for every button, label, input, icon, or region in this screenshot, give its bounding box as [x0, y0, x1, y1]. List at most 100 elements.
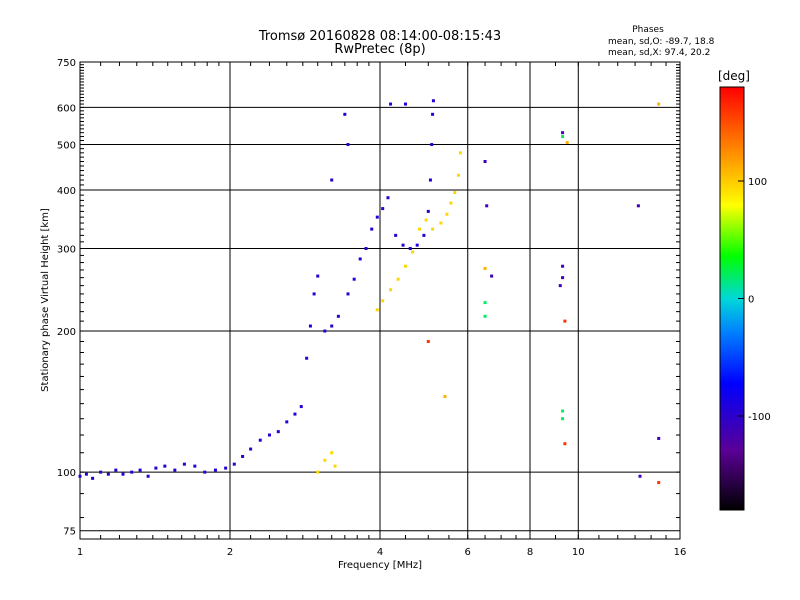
data-point: [431, 112, 435, 116]
data-point: [276, 430, 280, 434]
data-point: [445, 212, 449, 216]
data-point: [241, 454, 245, 458]
data-point: [130, 470, 134, 474]
x-axis-ticks: 1 2 4 6 8 10 16: [77, 547, 687, 558]
data-point: [193, 464, 197, 468]
data-point: [173, 468, 177, 472]
data-point: [163, 464, 167, 468]
data-point: [430, 143, 434, 147]
data-point: [439, 221, 443, 225]
data-point: [336, 314, 340, 318]
data-point: [346, 292, 350, 296]
data-point: [408, 247, 412, 251]
data-point: [483, 314, 487, 318]
x-tick-label: 4: [377, 547, 383, 558]
y-axis-ticks: 75 100 200 300 400 500 600 750: [57, 58, 76, 538]
data-point: [490, 274, 494, 278]
data-point: [138, 468, 142, 472]
data-point: [312, 292, 316, 296]
data-point: [443, 395, 447, 399]
data-point: [323, 458, 327, 462]
data-point: [99, 470, 103, 474]
data-point: [657, 102, 661, 106]
colorbar-ticks: 100 0 -100: [738, 177, 771, 423]
x-tick-label: 2: [227, 547, 233, 558]
data-point: [636, 204, 640, 208]
stats-line-o: mean, sd,O: -89.7, 18.8: [608, 37, 715, 47]
data-point: [213, 468, 217, 472]
data-point: [657, 481, 661, 485]
data-point: [84, 472, 88, 476]
data-point: [78, 474, 82, 478]
data-point: [381, 207, 385, 211]
data-points: [78, 99, 661, 485]
data-point: [431, 99, 435, 103]
y-tick-label: 400: [57, 186, 76, 197]
data-point: [146, 474, 150, 478]
data-point: [224, 466, 228, 470]
data-point: [394, 233, 398, 237]
data-point: [154, 466, 158, 470]
data-point: [389, 102, 393, 106]
data-point: [657, 436, 661, 440]
data-point: [417, 227, 421, 231]
y-tick-label: 100: [57, 468, 76, 479]
data-point: [457, 173, 461, 177]
y-tick-label: 75: [63, 527, 76, 538]
data-point: [358, 257, 362, 261]
x-tick-label: 10: [572, 547, 585, 558]
y-tick-label: 200: [57, 327, 76, 338]
data-point: [381, 299, 385, 303]
data-point: [114, 468, 118, 472]
chart-title: Tromsø 20160828 08:14:00-08:15:43: [258, 29, 501, 44]
data-point: [561, 409, 565, 413]
data-point: [453, 191, 457, 195]
data-point: [316, 470, 320, 474]
data-point: [267, 433, 271, 437]
colorbar-tick-label: 100: [748, 177, 767, 188]
data-point: [561, 131, 565, 135]
data-point: [483, 160, 487, 164]
data-point: [316, 274, 320, 278]
data-point: [422, 233, 426, 237]
data-point: [323, 329, 327, 333]
stats-heading: Phases: [632, 25, 664, 35]
data-point: [182, 462, 186, 466]
data-point: [401, 243, 405, 247]
x-tick-label: 1: [77, 547, 83, 558]
data-point: [91, 476, 95, 480]
data-point: [396, 277, 400, 281]
data-point: [558, 284, 562, 288]
data-point: [364, 247, 368, 251]
data-point: [333, 464, 337, 468]
data-point: [121, 472, 125, 476]
x-tick-label: 16: [674, 547, 687, 558]
y-tick-label: 600: [57, 103, 76, 114]
data-point: [483, 266, 487, 270]
data-point: [424, 218, 428, 222]
x-tick-label: 6: [465, 547, 471, 558]
grid-lines: [80, 61, 680, 539]
data-point: [563, 319, 567, 323]
data-point: [449, 201, 453, 205]
data-point: [386, 196, 390, 200]
data-point: [426, 339, 430, 343]
data-point: [343, 112, 347, 116]
data-point: [203, 470, 207, 474]
data-point: [389, 288, 393, 292]
x-axis-label: Frequency [MHz]: [338, 560, 422, 571]
data-point: [428, 178, 432, 182]
data-point: [293, 412, 297, 416]
data-point: [415, 243, 419, 247]
data-point: [249, 447, 253, 451]
data-point: [561, 417, 565, 421]
data-point: [370, 227, 374, 231]
data-point: [330, 324, 334, 328]
data-point: [375, 215, 379, 219]
data-point: [561, 276, 565, 280]
data-point: [638, 474, 642, 478]
chart-subtitle: RwPretec (8p): [334, 42, 425, 57]
data-point: [232, 462, 236, 466]
y-tick-label: 500: [57, 141, 76, 152]
